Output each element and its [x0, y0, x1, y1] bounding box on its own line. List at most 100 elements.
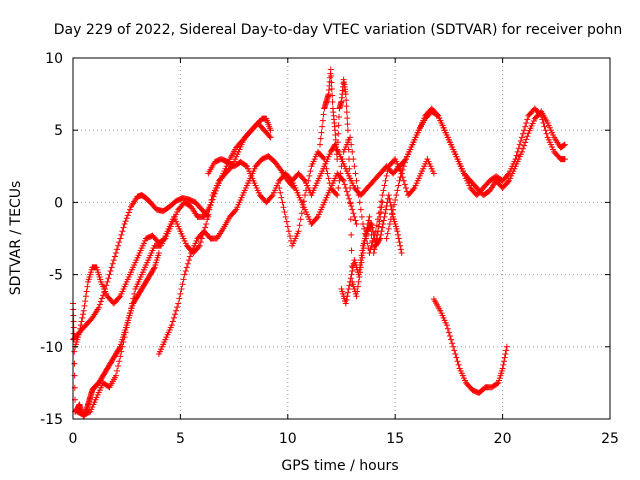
data-point — [117, 353, 124, 360]
data-point — [395, 235, 402, 242]
data-point — [451, 347, 458, 354]
data-point — [285, 228, 292, 235]
data-point — [347, 278, 354, 285]
data-point — [397, 246, 404, 253]
data-point — [341, 181, 348, 188]
data-point — [378, 198, 385, 205]
data-point — [353, 221, 360, 228]
data-point — [523, 119, 530, 126]
data-point — [206, 206, 213, 213]
data-point — [430, 170, 437, 177]
x-tick-label: 25 — [601, 431, 619, 447]
data-point — [155, 249, 162, 256]
data-point — [369, 224, 376, 231]
data-point — [504, 178, 511, 185]
series-track-9 — [430, 296, 510, 397]
data-series — [70, 66, 568, 420]
data-point — [499, 365, 506, 372]
data-point — [276, 184, 283, 191]
data-point — [454, 358, 461, 365]
data-point — [521, 142, 528, 149]
data-point — [402, 184, 409, 191]
data-point — [522, 123, 529, 130]
y-tick-label: 0 — [54, 195, 63, 211]
data-point — [334, 156, 341, 163]
data-point — [181, 271, 188, 278]
data-point — [503, 347, 510, 354]
data-point — [344, 289, 351, 296]
data-point — [397, 174, 404, 181]
data-point — [95, 304, 102, 311]
data-point — [328, 79, 335, 86]
data-point — [334, 139, 341, 146]
data-point — [446, 332, 453, 339]
y-tick-label: 10 — [45, 51, 63, 67]
data-point — [343, 188, 350, 195]
data-point — [356, 199, 363, 206]
data-point — [82, 298, 89, 305]
data-point — [444, 325, 451, 332]
data-point — [353, 293, 360, 300]
grid-lines — [73, 58, 610, 419]
data-point — [335, 122, 342, 129]
data-point — [347, 216, 354, 223]
data-point — [539, 116, 546, 123]
data-point — [388, 206, 395, 213]
x-tick-label: 10 — [279, 431, 297, 447]
data-point — [106, 271, 113, 278]
data-point — [77, 325, 84, 332]
data-point — [343, 103, 350, 110]
data-point — [358, 213, 365, 220]
data-point — [320, 154, 327, 161]
data-point — [77, 322, 84, 329]
data-point — [342, 91, 349, 98]
data-point — [400, 163, 407, 170]
data-point — [114, 367, 121, 374]
data-point — [204, 216, 211, 223]
data-point — [395, 231, 402, 238]
data-point — [384, 230, 391, 237]
data-point — [70, 324, 77, 331]
data-point — [121, 221, 128, 228]
data-point — [502, 351, 509, 358]
data-point — [376, 218, 383, 225]
data-point — [395, 182, 402, 189]
data-point — [381, 213, 388, 220]
data-point — [123, 215, 130, 222]
data-point — [357, 257, 364, 264]
data-point — [350, 210, 357, 217]
data-point — [386, 195, 393, 202]
data-point — [329, 99, 336, 106]
data-point — [79, 314, 86, 321]
data-point — [512, 156, 519, 163]
data-point — [351, 163, 358, 170]
data-point — [357, 206, 364, 213]
data-point — [296, 222, 303, 229]
data-point — [353, 177, 360, 184]
data-point — [177, 290, 184, 297]
data-point — [343, 296, 350, 303]
axes: 0 5 10 15 20 25 -15 -10 -5 0 5 10 — [40, 51, 619, 447]
data-point — [335, 184, 342, 191]
data-point — [300, 198, 307, 205]
data-point — [124, 212, 131, 219]
data-point — [282, 213, 289, 220]
data-point — [97, 298, 104, 305]
data-point — [232, 207, 239, 214]
data-point — [434, 111, 441, 118]
data-point — [111, 253, 118, 260]
chart-title: Day 229 of 2022, Sidereal Day-to-day VTE… — [54, 22, 622, 38]
data-point — [104, 278, 111, 285]
data-point — [242, 162, 249, 169]
data-point — [345, 136, 352, 143]
data-point — [112, 372, 119, 379]
data-point — [80, 311, 87, 318]
data-point — [306, 172, 313, 179]
data-point — [345, 146, 352, 153]
data-point — [267, 127, 274, 134]
data-point — [298, 210, 305, 217]
data-point — [207, 201, 214, 208]
data-point — [317, 141, 324, 148]
data-point — [108, 264, 115, 271]
x-tick-label: 15 — [386, 431, 404, 447]
